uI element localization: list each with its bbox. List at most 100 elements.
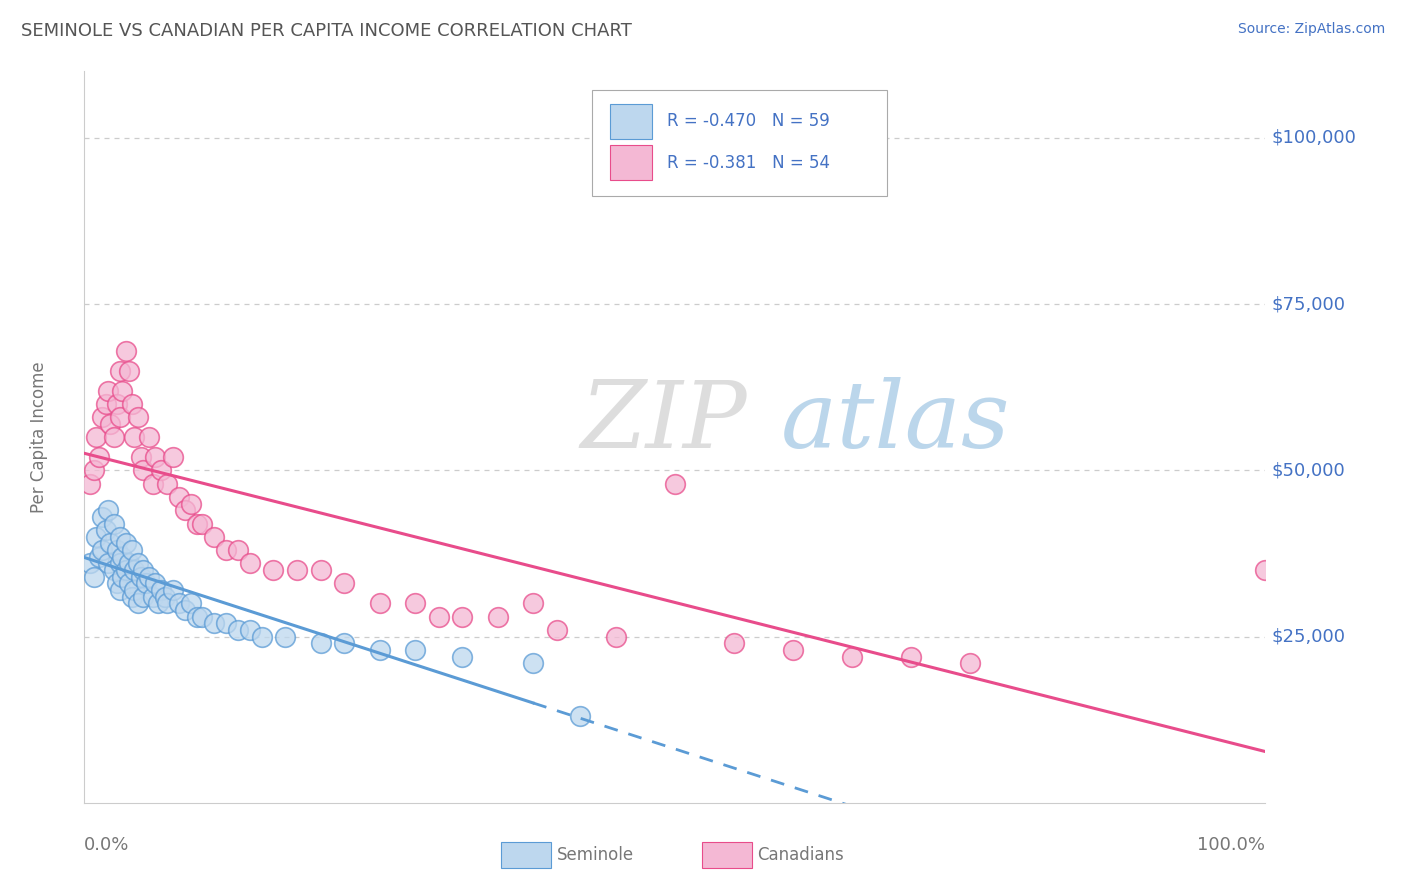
Point bbox=[121, 543, 143, 558]
Point bbox=[114, 563, 136, 577]
Point bbox=[87, 549, 110, 564]
Point bbox=[522, 656, 544, 670]
Point bbox=[486, 609, 509, 624]
Point bbox=[94, 397, 117, 411]
Point bbox=[191, 516, 214, 531]
Point bbox=[111, 384, 134, 398]
Point bbox=[180, 596, 202, 610]
Point bbox=[118, 576, 141, 591]
Point bbox=[239, 623, 262, 637]
Point bbox=[121, 397, 143, 411]
Point bbox=[108, 363, 131, 377]
Text: R = -0.381   N = 54: R = -0.381 N = 54 bbox=[666, 153, 830, 172]
FancyBboxPatch shape bbox=[610, 103, 652, 138]
Point bbox=[79, 557, 101, 571]
Point bbox=[87, 450, 110, 464]
Text: 0.0%: 0.0% bbox=[84, 836, 129, 854]
Point bbox=[959, 656, 981, 670]
Point bbox=[111, 570, 134, 584]
Point bbox=[114, 343, 136, 358]
FancyBboxPatch shape bbox=[610, 145, 652, 180]
Point bbox=[107, 397, 129, 411]
Point bbox=[111, 549, 134, 564]
Point bbox=[127, 410, 149, 425]
Point bbox=[108, 557, 131, 571]
Point bbox=[167, 490, 190, 504]
Point bbox=[91, 543, 114, 558]
Point bbox=[150, 463, 173, 477]
Point bbox=[173, 503, 195, 517]
Text: atlas: atlas bbox=[782, 377, 1011, 467]
Point bbox=[368, 643, 391, 657]
Point bbox=[122, 563, 145, 577]
Point bbox=[143, 576, 166, 591]
Point bbox=[103, 516, 125, 531]
Point bbox=[150, 582, 173, 597]
Point bbox=[132, 563, 155, 577]
Point bbox=[173, 603, 195, 617]
Point bbox=[723, 636, 745, 650]
Point bbox=[107, 543, 129, 558]
Point bbox=[285, 563, 308, 577]
Point bbox=[91, 509, 114, 524]
Point bbox=[107, 576, 129, 591]
Point bbox=[122, 582, 145, 597]
Point bbox=[108, 530, 131, 544]
Point bbox=[274, 630, 297, 644]
Point bbox=[156, 476, 179, 491]
Point bbox=[103, 430, 125, 444]
Point bbox=[333, 576, 356, 591]
Text: SEMINOLE VS CANADIAN PER CAPITA INCOME CORRELATION CHART: SEMINOLE VS CANADIAN PER CAPITA INCOME C… bbox=[21, 22, 631, 40]
Point bbox=[98, 417, 121, 431]
Point bbox=[841, 649, 863, 664]
Point bbox=[605, 630, 627, 644]
Text: Source: ZipAtlas.com: Source: ZipAtlas.com bbox=[1237, 22, 1385, 37]
Point bbox=[143, 450, 166, 464]
Point bbox=[142, 590, 165, 604]
Point bbox=[162, 582, 184, 597]
Point bbox=[202, 616, 225, 631]
Point bbox=[569, 709, 592, 723]
Point bbox=[162, 450, 184, 464]
Point bbox=[97, 503, 120, 517]
Point bbox=[84, 430, 107, 444]
Point bbox=[114, 536, 136, 550]
Point bbox=[1254, 563, 1277, 577]
Point bbox=[309, 563, 332, 577]
Point bbox=[138, 570, 160, 584]
Point bbox=[215, 543, 238, 558]
Point bbox=[239, 557, 262, 571]
Point bbox=[118, 557, 141, 571]
Point bbox=[127, 557, 149, 571]
Point bbox=[191, 609, 214, 624]
Point bbox=[900, 649, 922, 664]
Point bbox=[142, 476, 165, 491]
Text: Canadians: Canadians bbox=[758, 846, 844, 863]
Point bbox=[215, 616, 238, 631]
Point bbox=[167, 596, 190, 610]
Point bbox=[118, 363, 141, 377]
Point bbox=[186, 516, 208, 531]
FancyBboxPatch shape bbox=[592, 90, 887, 195]
Point bbox=[98, 536, 121, 550]
Point bbox=[226, 543, 249, 558]
Point bbox=[522, 596, 544, 610]
Point bbox=[146, 596, 169, 610]
Point bbox=[84, 530, 107, 544]
Text: $75,000: $75,000 bbox=[1271, 295, 1346, 313]
Text: $100,000: $100,000 bbox=[1271, 128, 1357, 147]
Point bbox=[782, 643, 804, 657]
Point bbox=[91, 410, 114, 425]
Point bbox=[127, 596, 149, 610]
Point bbox=[368, 596, 391, 610]
Point bbox=[186, 609, 208, 624]
Point bbox=[132, 463, 155, 477]
Point bbox=[121, 590, 143, 604]
Point bbox=[138, 430, 160, 444]
FancyBboxPatch shape bbox=[702, 841, 752, 868]
Point bbox=[108, 582, 131, 597]
FancyBboxPatch shape bbox=[502, 841, 551, 868]
Text: 100.0%: 100.0% bbox=[1198, 836, 1265, 854]
Point bbox=[94, 523, 117, 537]
Text: Seminole: Seminole bbox=[557, 846, 634, 863]
